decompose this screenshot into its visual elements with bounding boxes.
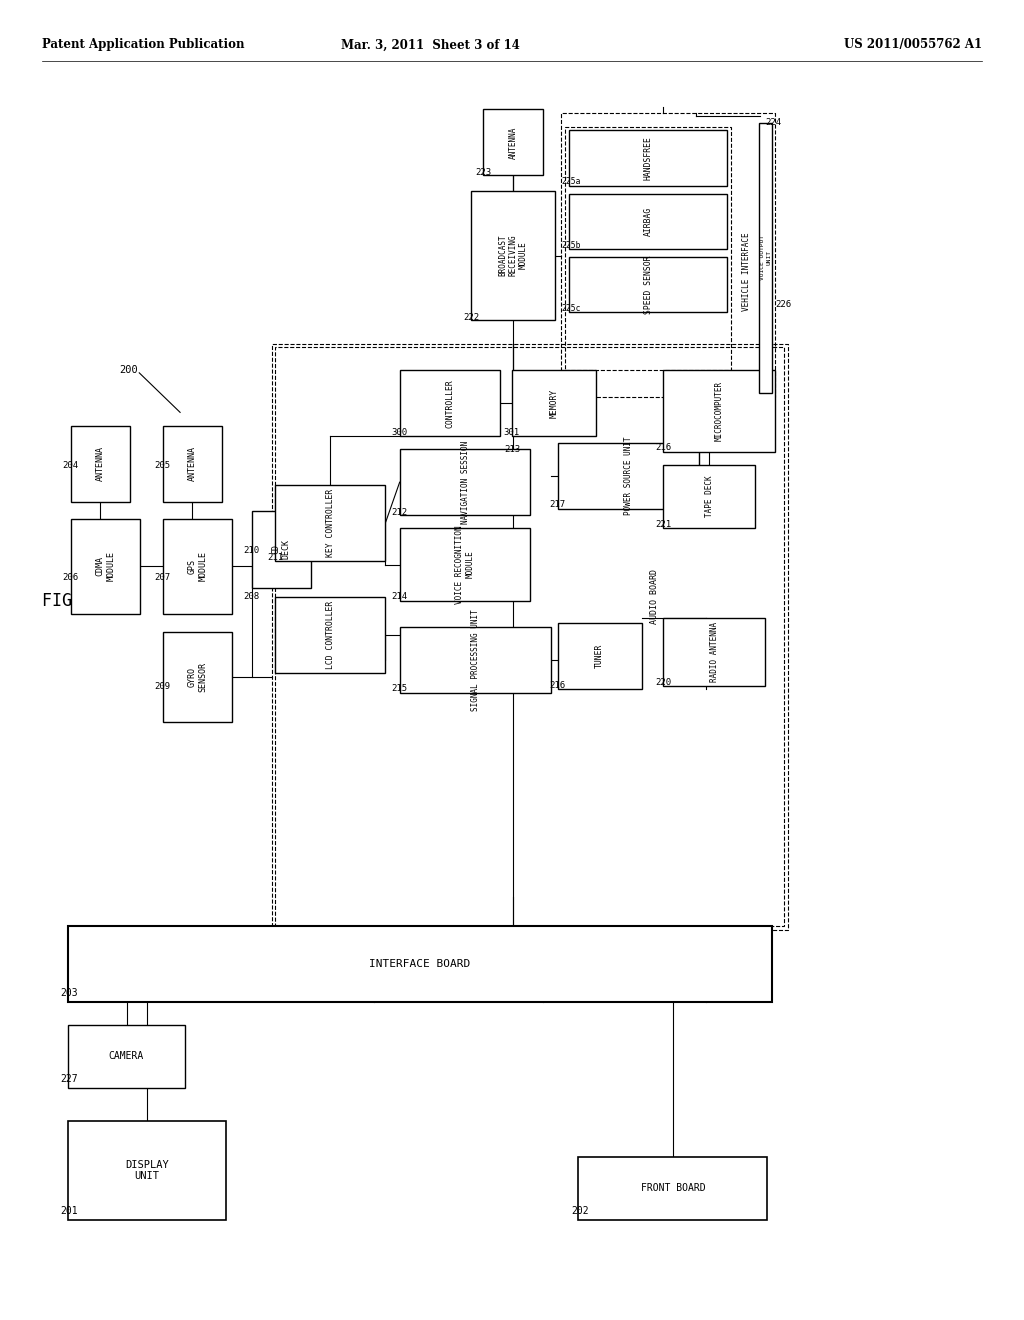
Text: 207: 207 (155, 573, 171, 582)
Bar (664, 618, 765, 686)
Text: KEY CONTROLLER: KEY CONTROLLER (326, 488, 335, 557)
Text: TUNER: TUNER (595, 644, 604, 668)
Bar (512, 370, 596, 436)
Text: INTERFACE BOARD: INTERFACE BOARD (370, 960, 471, 969)
Text: 205: 205 (155, 461, 171, 470)
Bar (664, 370, 775, 451)
Text: LCD CONTROLLER: LCD CONTROLLER (326, 601, 335, 669)
Text: 201: 201 (60, 1205, 78, 1216)
Text: FIG. 4: FIG. 4 (42, 591, 102, 610)
Text: NAVIGATION SESSION: NAVIGATION SESSION (461, 441, 470, 524)
Bar (252, 511, 311, 587)
Text: 217: 217 (550, 500, 566, 510)
Text: 221: 221 (655, 520, 671, 529)
Text: 204: 204 (62, 461, 79, 470)
Bar (483, 110, 543, 176)
Bar (68, 927, 772, 1002)
Text: 202: 202 (571, 1205, 589, 1216)
Text: 225a: 225a (561, 177, 581, 186)
Text: 216: 216 (550, 681, 566, 689)
Text: GPS
MODULE: GPS MODULE (187, 552, 207, 582)
Text: 212: 212 (391, 508, 408, 517)
Text: FRONT BOARD: FRONT BOARD (641, 1183, 706, 1193)
Text: 220: 220 (655, 678, 671, 686)
Text: SIGNAL PROCESSING UNIT: SIGNAL PROCESSING UNIT (471, 609, 479, 711)
Text: 200: 200 (119, 366, 137, 375)
Bar (579, 1156, 767, 1220)
Bar (275, 347, 783, 927)
Text: 210: 210 (244, 546, 259, 556)
Text: 203: 203 (60, 989, 78, 998)
Bar (561, 114, 775, 396)
Text: 222: 222 (463, 313, 479, 322)
Text: CONTROLLER: CONTROLLER (445, 379, 455, 428)
Bar (569, 131, 727, 186)
Bar (558, 442, 699, 508)
Text: DISPLAY
UNIT: DISPLAY UNIT (125, 1160, 169, 1181)
Bar (272, 345, 787, 931)
Text: VOICE RECOGNITION
MODULE: VOICE RECOGNITION MODULE (456, 525, 475, 603)
Text: 213: 213 (504, 445, 520, 454)
Text: AIRBAG: AIRBAG (644, 207, 653, 236)
Bar (399, 370, 500, 436)
Bar (163, 632, 232, 722)
Text: 214: 214 (391, 593, 408, 602)
Bar (68, 1024, 185, 1088)
Bar (68, 1121, 226, 1220)
Bar (569, 194, 727, 249)
Bar (558, 623, 642, 689)
Text: 211: 211 (267, 553, 283, 562)
Bar (275, 484, 385, 561)
Text: Mar. 3, 2011  Sheet 3 of 14: Mar. 3, 2011 Sheet 3 of 14 (341, 38, 520, 51)
Bar (664, 465, 755, 528)
Text: BROADCAST
RECEIVING
MODULE: BROADCAST RECEIVING MODULE (498, 235, 528, 276)
Text: GYRO
SENSOR: GYRO SENSOR (187, 663, 207, 692)
Bar (163, 425, 222, 502)
Text: VOICE OUTPUT
UNIT: VOICE OUTPUT UNIT (761, 235, 771, 280)
Text: 300: 300 (391, 428, 408, 437)
Bar (569, 257, 727, 313)
Text: VEHICLE INTERFACE: VEHICLE INTERFACE (742, 232, 752, 310)
Bar (399, 627, 551, 693)
Bar (759, 123, 772, 392)
Text: 206: 206 (62, 573, 79, 582)
Bar (275, 597, 385, 673)
Text: SPEED SENSOR: SPEED SENSOR (644, 255, 653, 314)
Text: Patent Application Publication: Patent Application Publication (42, 38, 245, 51)
Text: 225b: 225b (561, 240, 581, 249)
Text: 215: 215 (391, 685, 408, 693)
Text: 223: 223 (475, 168, 492, 177)
Text: TAPE DECK: TAPE DECK (705, 475, 714, 517)
Text: CD
DECK: CD DECK (271, 540, 291, 560)
Bar (163, 519, 232, 614)
Text: ANTENNA: ANTENNA (96, 446, 104, 482)
Text: 301: 301 (504, 428, 520, 437)
Text: 209: 209 (155, 682, 171, 690)
Bar (399, 528, 530, 601)
Text: MICROCOMPUTER: MICROCOMPUTER (715, 381, 724, 441)
Text: 227: 227 (60, 1074, 78, 1084)
Text: 226: 226 (775, 300, 792, 309)
Text: POWER SOURCE UNIT: POWER SOURCE UNIT (624, 437, 633, 515)
Text: HANDSFREE: HANDSFREE (644, 136, 653, 180)
Text: ANTENNA: ANTENNA (509, 127, 517, 158)
Text: 216: 216 (655, 444, 671, 453)
Text: US 2011/0055762 A1: US 2011/0055762 A1 (844, 38, 982, 51)
Bar (399, 449, 530, 515)
Text: CAMERA: CAMERA (109, 1052, 144, 1061)
Text: CDMA
MODULE: CDMA MODULE (96, 552, 116, 582)
Bar (71, 425, 130, 502)
Bar (471, 191, 555, 321)
Bar (71, 519, 140, 614)
Text: RADIO ANTENNA: RADIO ANTENNA (710, 622, 719, 682)
Bar (565, 127, 730, 370)
Text: 225c: 225c (561, 304, 581, 313)
Text: ANTENNA: ANTENNA (187, 446, 197, 482)
Text: 224: 224 (765, 117, 781, 127)
Text: MEMORY: MEMORY (549, 388, 558, 417)
Text: 208: 208 (244, 593, 259, 602)
Text: AUDIO BOARD: AUDIO BOARD (650, 569, 659, 624)
